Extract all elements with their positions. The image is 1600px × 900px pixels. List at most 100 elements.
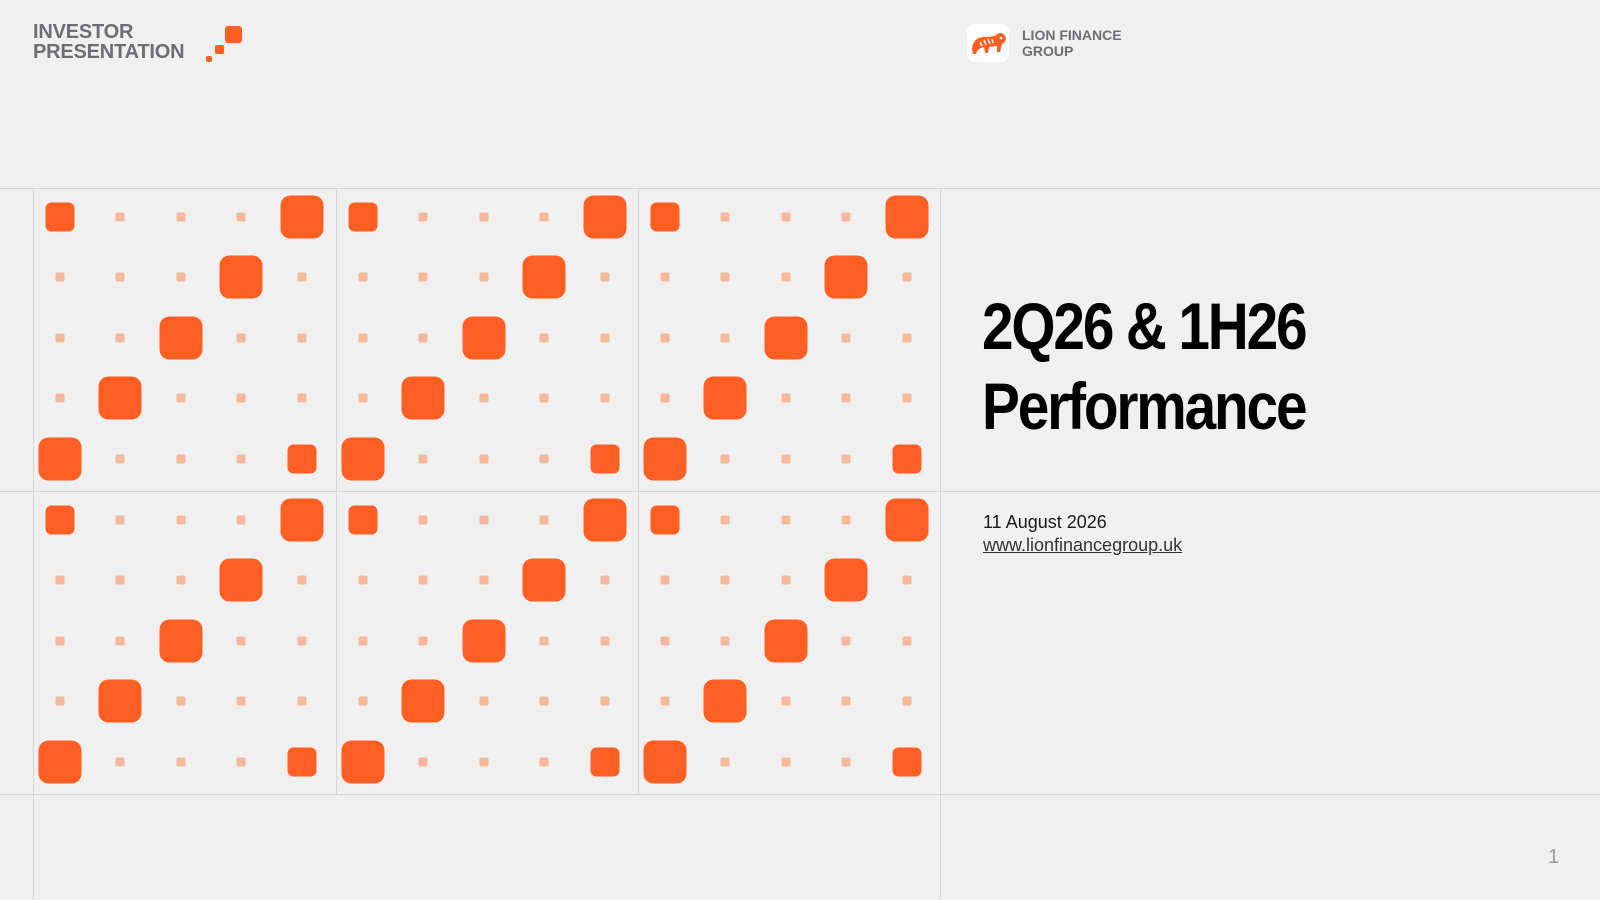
pattern-square <box>893 748 922 777</box>
pattern-dot <box>903 637 912 646</box>
pattern-dot <box>903 394 912 403</box>
pattern-dot <box>721 455 730 464</box>
pattern-dot <box>116 758 125 767</box>
pattern-dot <box>56 697 65 706</box>
pattern-dot <box>782 758 791 767</box>
pattern-dot <box>116 576 125 585</box>
slide-title: 2Q26 & 1H26 Performance <box>982 286 1305 446</box>
pattern-dot <box>177 273 186 282</box>
pattern-dot <box>721 273 730 282</box>
pattern-dot <box>177 516 186 525</box>
pattern-dot <box>540 516 549 525</box>
pattern-dot <box>721 576 730 585</box>
pattern-square <box>99 680 142 723</box>
pattern-dot <box>419 334 428 343</box>
pattern-dot <box>480 576 489 585</box>
pattern-square <box>523 559 566 602</box>
title-line-1: 2Q26 & 1H26 <box>982 286 1305 366</box>
pattern-square <box>288 748 317 777</box>
pattern-dot <box>177 697 186 706</box>
pattern-square <box>281 196 324 239</box>
pattern-square <box>281 499 324 542</box>
pattern-dot <box>601 576 610 585</box>
pattern-dot <box>842 697 851 706</box>
pattern-square <box>704 680 747 723</box>
pattern-square <box>220 559 263 602</box>
pattern-dot <box>177 394 186 403</box>
pattern-dot <box>661 576 670 585</box>
pattern-square <box>886 499 929 542</box>
pattern-dot <box>721 334 730 343</box>
pattern-dot <box>540 394 549 403</box>
pattern-dot <box>661 334 670 343</box>
pattern-dot <box>177 758 186 767</box>
pattern-square <box>402 680 445 723</box>
pattern-dot <box>237 516 246 525</box>
pattern-dot <box>56 273 65 282</box>
pattern-dot <box>903 334 912 343</box>
pattern-dot <box>298 697 307 706</box>
title-line-2: Performance <box>982 366 1305 446</box>
pattern-square <box>342 741 385 784</box>
pattern-dot <box>480 758 489 767</box>
pattern-dot <box>116 273 125 282</box>
pattern-dot <box>298 576 307 585</box>
pattern-dot <box>237 455 246 464</box>
pattern-dot <box>480 697 489 706</box>
pattern-dot <box>116 516 125 525</box>
pattern-dot <box>540 637 549 646</box>
pattern-square <box>220 256 263 299</box>
pattern-square <box>886 196 929 239</box>
pattern-square <box>342 438 385 481</box>
pattern-square <box>39 438 82 481</box>
pattern-square <box>893 445 922 474</box>
pattern-dot <box>842 394 851 403</box>
pattern-dot <box>419 576 428 585</box>
pattern-square <box>160 620 203 663</box>
pattern-dot <box>56 637 65 646</box>
pattern-dot <box>237 213 246 222</box>
page-number: 1 <box>1548 846 1559 869</box>
pattern-dot <box>177 455 186 464</box>
pattern-dot <box>116 455 125 464</box>
pattern-dot <box>116 213 125 222</box>
pattern-dot <box>601 273 610 282</box>
pattern-square <box>523 256 566 299</box>
pattern-square <box>591 748 620 777</box>
pattern-dot <box>56 394 65 403</box>
pattern-dot <box>116 637 125 646</box>
pattern-square <box>160 317 203 360</box>
pattern-dot <box>842 758 851 767</box>
pattern-square <box>584 499 627 542</box>
pattern-square <box>651 203 680 232</box>
pattern-square <box>765 620 808 663</box>
pattern-dot <box>298 394 307 403</box>
pattern-dot <box>419 637 428 646</box>
pattern-dot <box>842 516 851 525</box>
pattern-dot <box>782 697 791 706</box>
pattern-dot <box>540 455 549 464</box>
pattern-dot <box>298 637 307 646</box>
pattern-dot <box>842 334 851 343</box>
pattern-dot <box>419 758 428 767</box>
pattern-dot <box>903 697 912 706</box>
pattern-dot <box>480 455 489 464</box>
pattern-dot <box>601 334 610 343</box>
pattern-dot <box>237 394 246 403</box>
pattern-square <box>463 317 506 360</box>
pattern-dot <box>601 697 610 706</box>
pattern-dot <box>540 334 549 343</box>
pattern-dot <box>419 213 428 222</box>
presentation-date: 11 August 2026 <box>983 512 1107 533</box>
pattern-square <box>402 377 445 420</box>
pattern-dot <box>116 334 125 343</box>
website-link[interactable]: www.lionfinancegroup.uk <box>983 535 1182 556</box>
pattern-dot <box>661 697 670 706</box>
pattern-square <box>591 445 620 474</box>
pattern-dot <box>842 637 851 646</box>
pattern-dot <box>177 213 186 222</box>
pattern-dot <box>661 273 670 282</box>
pattern-dot <box>661 394 670 403</box>
pattern-dot <box>419 273 428 282</box>
